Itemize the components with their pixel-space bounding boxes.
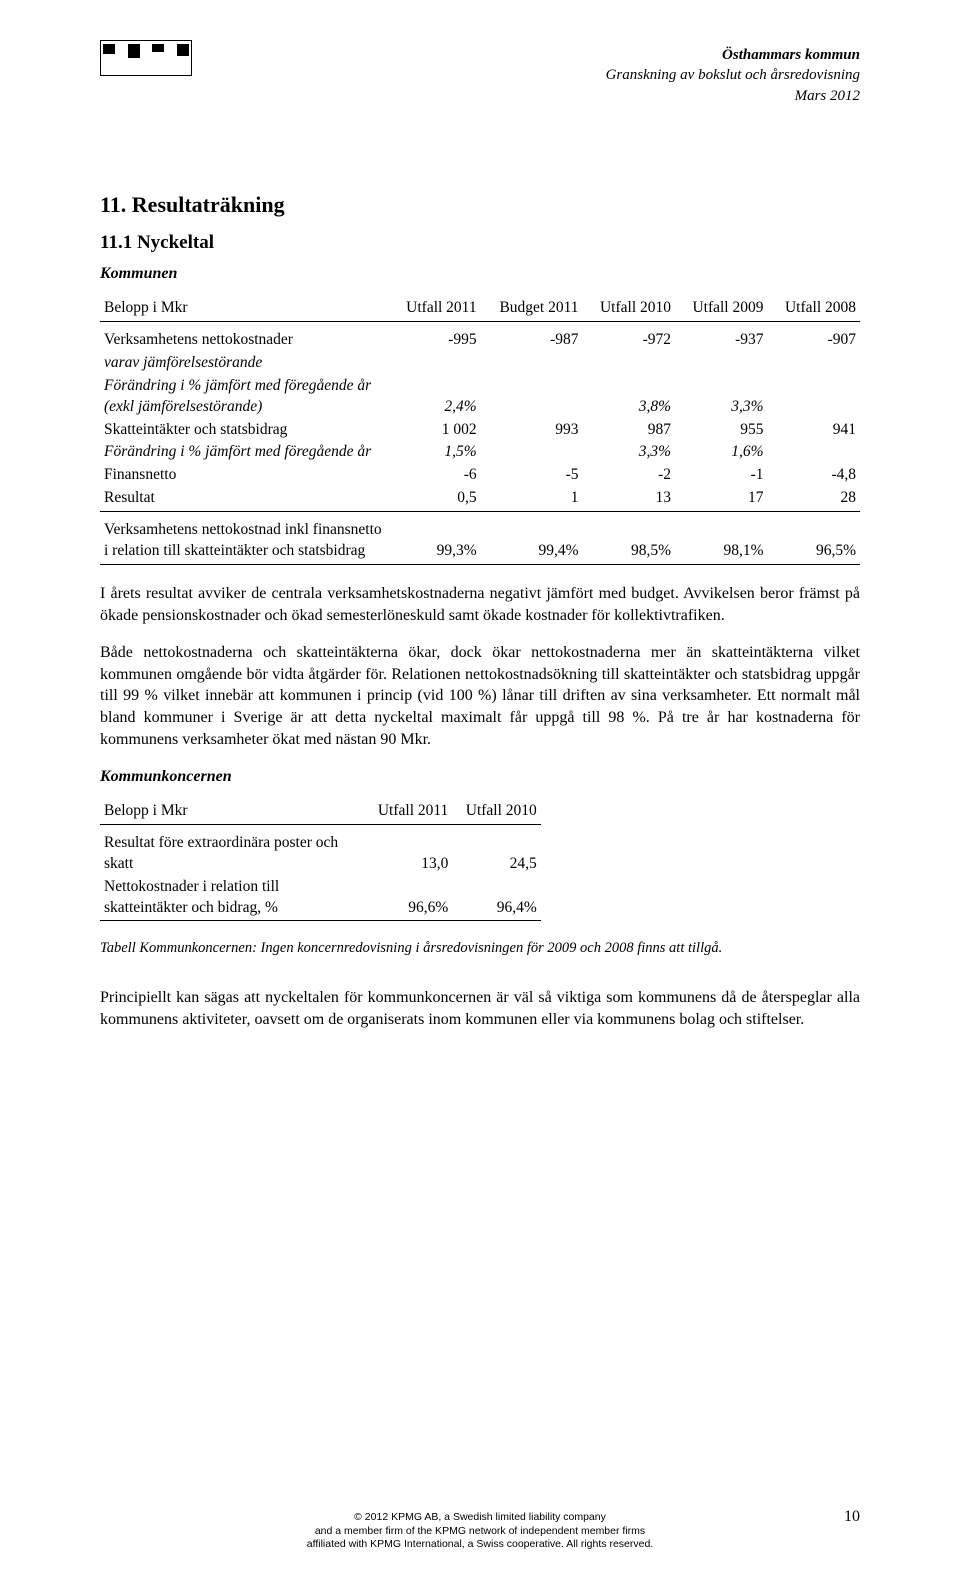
paragraph: I årets resultat avviker de centrala ver… <box>100 583 860 626</box>
cell: 28 <box>767 487 860 511</box>
cell: 3,8% <box>583 375 675 419</box>
table-header-row: Belopp i Mkr Utfall 2011 Utfall 2010 <box>100 800 541 824</box>
table-note: Tabell Kommunkoncernen: Ingen koncernred… <box>100 939 860 959</box>
cell: 1 002 <box>389 419 481 442</box>
footer-line: and a member firm of the KPMG network of… <box>100 1525 860 1539</box>
th: Utfall 2011 <box>389 297 481 321</box>
cell: 96,6% <box>364 876 452 921</box>
table-kommunen: Belopp i Mkr Utfall 2011 Budget 2011 Utf… <box>100 297 860 565</box>
cell: 955 <box>675 419 767 442</box>
table-row: varav jämförelsestörande <box>100 352 860 375</box>
cell: 98,1% <box>675 512 767 565</box>
header-subject: Granskning av bokslut och årsredovisning <box>606 65 860 85</box>
cell: 987 <box>583 419 675 442</box>
table-row: Förändring i % jämfört med föregående år… <box>100 441 860 464</box>
table-row: Verksamhetens nettokostnad inkl finansne… <box>100 512 860 565</box>
cell: -937 <box>675 321 767 351</box>
cell: 1,6% <box>675 441 767 464</box>
cell: 0,5 <box>389 487 481 511</box>
cell: 993 <box>481 419 583 442</box>
table-row: Resultat före extraordinära poster och s… <box>100 824 541 875</box>
cell: -2 <box>583 464 675 487</box>
page-number: 10 <box>844 1507 860 1528</box>
section-title: 11. Resultaträkning <box>100 190 860 220</box>
cell: 13,0 <box>364 824 452 875</box>
cell: 96,5% <box>767 512 860 565</box>
cell: Förändring i % jämfört med föregående år <box>100 441 389 464</box>
table-row: Förändring i % jämfört med föregående år… <box>100 375 860 419</box>
cell: -5 <box>481 464 583 487</box>
cell: Resultat före extraordinära poster och s… <box>100 824 364 875</box>
kommunen-heading: Kommunen <box>100 263 860 285</box>
cell: Finansnetto <box>100 464 389 487</box>
table-kommunkoncernen: Belopp i Mkr Utfall 2011 Utfall 2010 Res… <box>100 800 541 922</box>
cell: 1 <box>481 487 583 511</box>
cell: Skatteintäkter och statsbidrag <box>100 419 389 442</box>
cell: Förändring i % jämfört med föregående år… <box>100 375 389 419</box>
cell: -6 <box>389 464 481 487</box>
th: Belopp i Mkr <box>100 297 389 321</box>
th: Utfall 2011 <box>364 800 452 824</box>
cell: 98,5% <box>583 512 675 565</box>
footer-line: affiliated with KPMG International, a Sw… <box>100 1538 860 1552</box>
kpmg-logo: KPMG <box>100 40 192 76</box>
cell: 96,4% <box>452 876 540 921</box>
cell: 99,3% <box>389 512 481 565</box>
cell: 24,5 <box>452 824 540 875</box>
cell: -907 <box>767 321 860 351</box>
th: Budget 2011 <box>481 297 583 321</box>
cell: Verksamhetens nettokostnader <box>100 321 389 351</box>
cell: 1,5% <box>389 441 481 464</box>
cell: 2,4% <box>389 375 481 419</box>
cell: 3,3% <box>675 375 767 419</box>
table-row: Skatteintäkter och statsbidrag 1 002 993… <box>100 419 860 442</box>
kommunkoncernen-heading: Kommunkoncernen <box>100 766 860 788</box>
header-date: Mars 2012 <box>606 86 860 106</box>
cell: -987 <box>481 321 583 351</box>
cell: -4,8 <box>767 464 860 487</box>
cell: varav jämförelsestörande <box>100 352 389 375</box>
subsection-title: 11.1 Nyckeltal <box>100 230 860 256</box>
cell: -995 <box>389 321 481 351</box>
paragraph: Principiellt kan sägas att nyckeltalen f… <box>100 987 860 1030</box>
cell: -1 <box>675 464 767 487</box>
table-row: Finansnetto -6 -5 -2 -1 -4,8 <box>100 464 860 487</box>
page: KPMG Östhammars kommun Granskning av bok… <box>0 0 960 1582</box>
table-row: Nettokostnader i relation till skatteint… <box>100 876 541 921</box>
cell: Nettokostnader i relation till skatteint… <box>100 876 364 921</box>
th: Utfall 2010 <box>452 800 540 824</box>
th: Utfall 2008 <box>767 297 860 321</box>
table-header-row: Belopp i Mkr Utfall 2011 Budget 2011 Utf… <box>100 297 860 321</box>
footer-line: © 2012 KPMG AB, a Swedish limited liabil… <box>100 1511 860 1525</box>
th: Belopp i Mkr <box>100 800 364 824</box>
cell: 941 <box>767 419 860 442</box>
table-row: Verksamhetens nettokostnader -995 -987 -… <box>100 321 860 351</box>
cell: 17 <box>675 487 767 511</box>
content: 11. Resultaträkning 11.1 Nyckeltal Kommu… <box>100 190 860 1030</box>
footer: 10 © 2012 KPMG AB, a Swedish limited lia… <box>100 1511 860 1552</box>
cell: 13 <box>583 487 675 511</box>
cell: 3,3% <box>583 441 675 464</box>
th: Utfall 2009 <box>675 297 767 321</box>
header-org: Östhammars kommun <box>606 45 860 65</box>
th: Utfall 2010 <box>583 297 675 321</box>
cell: 99,4% <box>481 512 583 565</box>
cell: Verksamhetens nettokostnad inkl finansne… <box>100 512 389 565</box>
paragraph: Både nettokostnaderna och skatteintäkter… <box>100 642 860 750</box>
cell: -972 <box>583 321 675 351</box>
header-right: Östhammars kommun Granskning av bokslut … <box>606 45 860 106</box>
table-row: Resultat 0,5 1 13 17 28 <box>100 487 860 511</box>
cell: Resultat <box>100 487 389 511</box>
